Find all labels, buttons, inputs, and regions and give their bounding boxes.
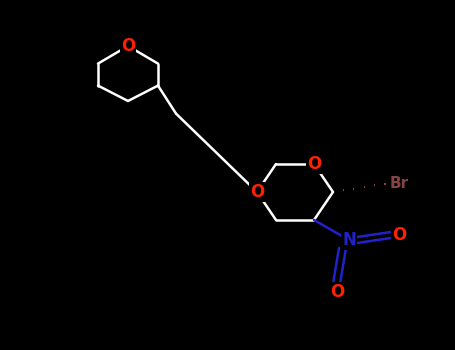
Text: O: O [307, 155, 321, 173]
Text: O: O [392, 226, 406, 244]
Text: Br: Br [389, 176, 409, 191]
Text: O: O [330, 283, 344, 301]
Text: O: O [250, 183, 264, 201]
Text: O: O [121, 37, 135, 55]
Text: N: N [342, 231, 356, 249]
